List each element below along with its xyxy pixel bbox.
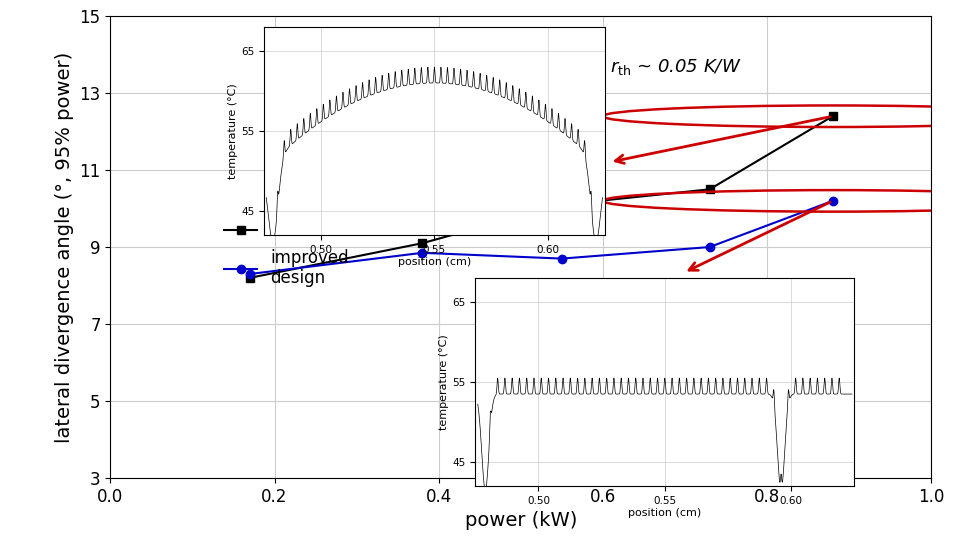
improved
design <box>417 249 428 256</box>
improved
design <box>556 255 567 262</box>
Text: $r_{\rm th}$ ~ 0.05 K/W: $r_{\rm th}$ ~ 0.05 K/W <box>610 57 741 77</box>
baseline <box>417 240 428 246</box>
X-axis label: power (kW): power (kW) <box>465 511 577 530</box>
improved
design <box>827 198 838 204</box>
baseline <box>704 186 715 193</box>
Line: improved
design: improved design <box>246 197 837 278</box>
baseline <box>556 201 567 208</box>
improved
design <box>244 271 255 277</box>
Y-axis label: lateral divergence angle (°, 95% power): lateral divergence angle (°, 95% power) <box>55 51 74 443</box>
Line: baseline: baseline <box>246 112 837 282</box>
X-axis label: position (cm): position (cm) <box>397 258 471 267</box>
Y-axis label: temperature (°C): temperature (°C) <box>228 83 238 179</box>
baseline <box>244 275 255 281</box>
Legend: baseline, improved
design: baseline, improved design <box>217 215 356 294</box>
baseline <box>827 113 838 119</box>
Y-axis label: temperature (°C): temperature (°C) <box>440 334 449 430</box>
improved
design <box>704 244 715 251</box>
X-axis label: position (cm): position (cm) <box>628 509 702 518</box>
